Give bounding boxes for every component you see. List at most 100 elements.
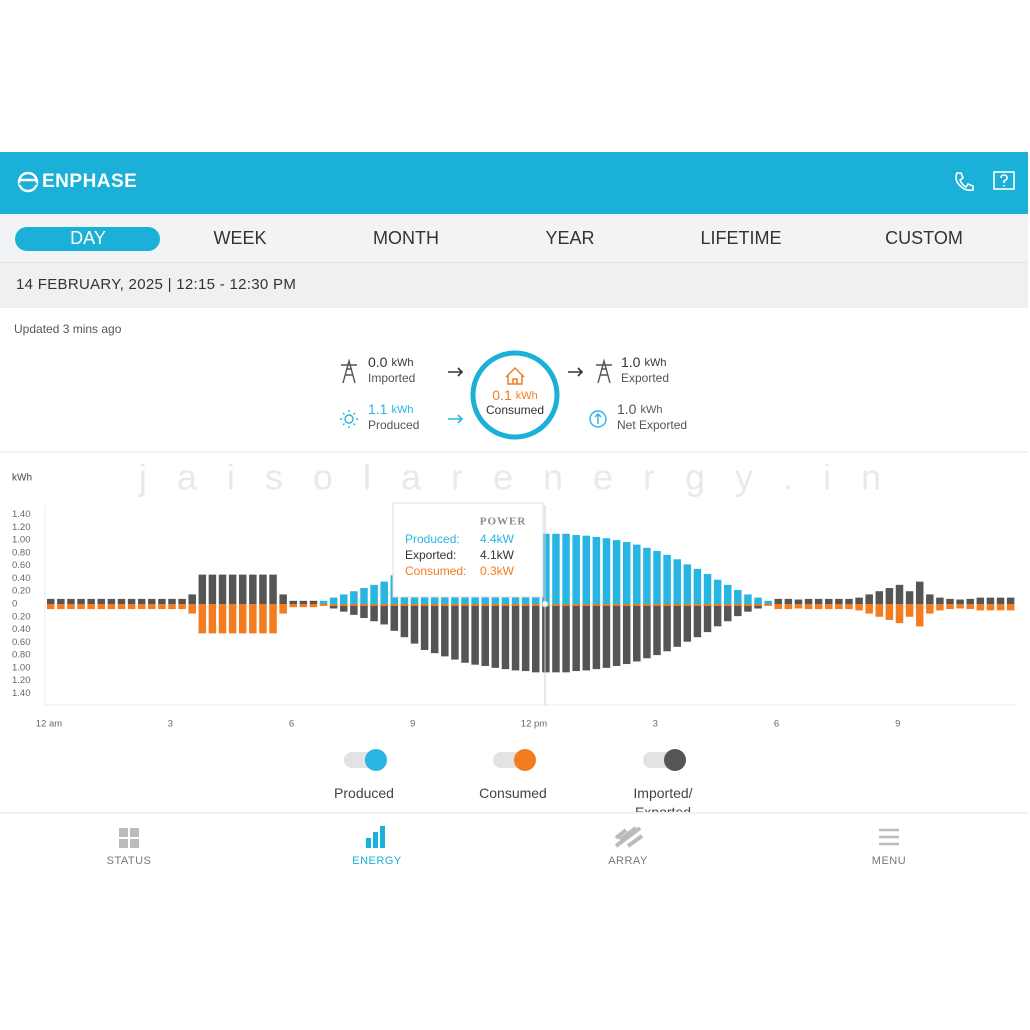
phone-icon[interactable] [952,170,976,194]
tooltip-label: Produced: [405,532,460,546]
bar [491,604,500,606]
bar [218,604,227,634]
nav-label[interactable]: MENU [871,855,907,867]
bar [107,604,116,610]
bar [471,604,479,606]
legend-label[interactable]: Produced [334,785,394,801]
bar [340,594,348,604]
help-icon[interactable] [992,170,1016,194]
bar [279,604,287,614]
bar [360,604,368,619]
bar [420,604,429,606]
flow-value: 0.0 kWh [368,354,413,370]
bar [350,604,358,606]
bar [643,604,651,606]
bar [612,540,621,604]
bar [703,573,712,604]
bar [723,604,732,606]
bar [915,604,924,627]
bar [653,604,661,656]
bar [673,559,681,604]
bar [532,604,540,606]
bar [279,594,287,604]
bar [885,604,894,620]
bar [825,604,833,610]
bar [178,598,186,604]
bar [683,604,692,606]
x-tick-label: 3 [168,719,173,730]
legend-label[interactable]: Consumed [479,785,547,801]
legend-label[interactable]: Imported/ Exported [633,785,693,812]
bar [986,604,995,611]
bar [996,597,1005,604]
bar [582,604,591,606]
bar [269,604,277,634]
bar [956,599,964,604]
bar [663,604,671,652]
nav-label[interactable]: ARRAY [608,855,648,867]
x-tick-label: 12 am [36,719,62,730]
tooltip-value: 4.4kW [480,532,515,546]
bar [814,598,823,604]
bar [794,604,803,609]
watermark: j a i s o l a r e n e r g y . i n [138,457,891,498]
bar [895,604,904,624]
bar [602,604,611,606]
bar [552,604,560,606]
bar [521,604,530,672]
bar [501,604,510,670]
bar [451,604,459,606]
toggle-knob[interactable] [664,749,686,771]
bar [784,604,793,610]
bar [663,554,671,604]
bar [542,533,550,604]
bar [168,604,176,610]
tab[interactable]: CUSTOM [885,228,963,248]
tab[interactable]: MONTH [373,228,439,248]
bar [380,604,388,606]
bar [956,604,964,609]
flow-number: 1.1 [368,401,388,417]
bar [926,594,934,604]
bar [158,604,166,610]
bar [804,598,813,604]
bar [350,604,358,615]
bar [178,604,186,610]
bar [673,604,681,647]
updated-note: Updated 3 mins ago [14,322,122,336]
bar [855,604,863,611]
bar [218,574,227,604]
tab[interactable]: WEEK [213,228,267,248]
bar [713,604,722,606]
bar [612,604,621,666]
x-tick-label: 9 [410,719,415,730]
bar [723,584,732,604]
tab[interactable]: YEAR [545,228,595,248]
flow-label: Produced [368,418,419,432]
toggle-knob[interactable] [514,749,536,771]
y-tick-label: 1.00 [12,662,31,673]
arrows [448,367,584,424]
x-tick-label: 12 pm [521,719,547,730]
bar [511,604,520,671]
bar [804,604,813,610]
bar [946,604,954,610]
tab-bar [0,214,1028,263]
nav-label[interactable]: STATUS [106,855,152,867]
bar [835,604,843,610]
x-tick-label: 6 [774,719,779,730]
consumed-ring [470,350,560,440]
nav-label[interactable]: ENERGY [352,855,402,867]
bar [238,604,247,634]
bar [198,574,207,604]
bar [865,594,873,604]
toggle-knob[interactable] [365,749,387,771]
tab[interactable]: DAY [70,228,106,248]
tab-active-pill [15,227,160,251]
tab[interactable]: LIFETIME [700,228,782,248]
net-export-icon [589,410,607,428]
bar [67,604,75,610]
bar [228,574,237,604]
bar [703,604,712,606]
bar [814,604,823,610]
